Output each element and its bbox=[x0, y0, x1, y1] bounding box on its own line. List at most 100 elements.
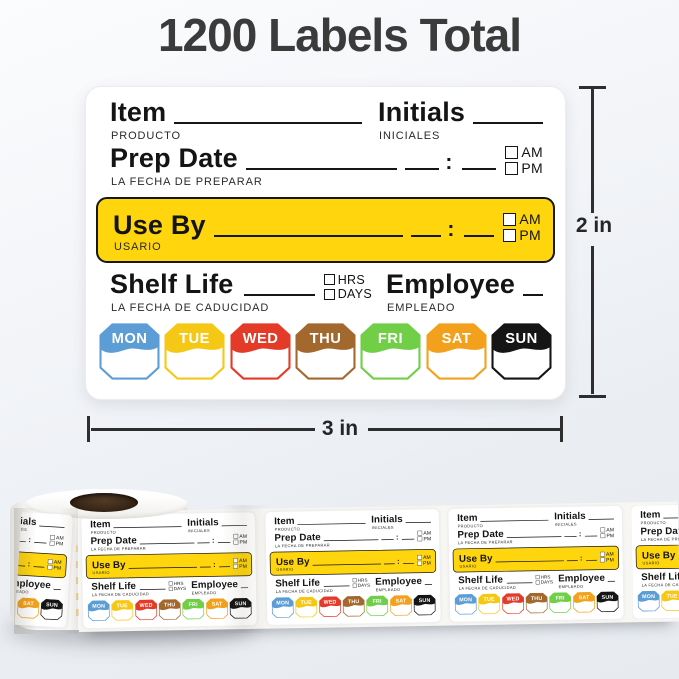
pm-label: PM bbox=[606, 532, 615, 539]
use-by-colon: : bbox=[447, 218, 455, 242]
use-by-minute-line bbox=[464, 225, 495, 237]
initials-field: Initials INICIALES bbox=[187, 517, 248, 534]
dim-height-cap-top bbox=[579, 86, 606, 89]
main-label-display: Item PRODUCTO Initials INICIALES Prep Da… bbox=[85, 86, 566, 400]
minute-write-line bbox=[402, 535, 415, 540]
initials-field: Initials INICIALES bbox=[554, 510, 614, 527]
svg-text:SUN: SUN bbox=[419, 598, 431, 604]
dim-height-cap-bottom bbox=[579, 395, 606, 398]
day-tab-sun: SUN bbox=[491, 323, 552, 380]
use-by-write-line bbox=[213, 225, 404, 237]
pm-checkbox bbox=[600, 533, 606, 538]
prep-date-write-line bbox=[139, 539, 195, 545]
time-colon: : bbox=[211, 536, 215, 545]
day-tab-thu: THU bbox=[342, 596, 365, 617]
use-by-minute-line bbox=[586, 556, 598, 561]
prep-date-label: Prep Date bbox=[274, 531, 321, 544]
svg-text:TUE: TUE bbox=[179, 331, 210, 347]
pm-label: PM bbox=[521, 160, 543, 176]
day-tab-fri: FRI bbox=[182, 598, 205, 620]
employee-field: Employee EMPLEADO bbox=[386, 270, 543, 314]
svg-text:THU: THU bbox=[164, 602, 176, 608]
am-checkbox bbox=[505, 145, 519, 159]
use-by-write-line bbox=[495, 556, 565, 563]
item-initials-row: Item PRODUCTO Initials INICIALES bbox=[110, 97, 543, 142]
day-tab-mon: MON bbox=[87, 600, 110, 622]
svg-text:SAT: SAT bbox=[441, 331, 471, 347]
shelf-employee-row: Shelf Life HRS DAYS LA FECHA DE CADUCIDA… bbox=[275, 575, 433, 594]
item-write-line bbox=[663, 512, 679, 519]
shelf-life-field: Shelf Life HRS DAYS LA FECHA DE CADUCIDA… bbox=[91, 580, 186, 597]
employee-field: Employee EMPLEADO bbox=[558, 572, 616, 589]
hour-write-line bbox=[197, 538, 210, 544]
day-tab-tue: TUE bbox=[164, 323, 225, 380]
roll-core-hole bbox=[70, 493, 138, 512]
svg-text:SUN: SUN bbox=[505, 331, 538, 347]
hrs-checkbox bbox=[323, 274, 335, 286]
use-by-highlight: Use By : AM PM USARIO bbox=[85, 552, 253, 579]
pm-label: PM bbox=[519, 227, 541, 243]
employee-label: Employee bbox=[191, 578, 239, 591]
day-tab-wed: WED bbox=[502, 593, 524, 614]
day-tab-sat: SAT bbox=[206, 598, 228, 619]
day-tab-tue: TUE bbox=[661, 590, 679, 612]
day-tab-thu: THU bbox=[158, 599, 181, 620]
day-tab-sat: SAT bbox=[16, 597, 40, 619]
svg-text:TUE: TUE bbox=[484, 597, 496, 603]
initials-sublabel: INICIALES bbox=[554, 522, 577, 527]
am-label: AM bbox=[423, 529, 432, 536]
shelf-life-sublabel: LA FECHA DE CADUCIDAD bbox=[275, 588, 334, 594]
use-by-ampm-checkboxes: AM PM bbox=[417, 554, 431, 566]
initials-field: Initials INICIALES bbox=[378, 97, 543, 142]
am-label: AM bbox=[422, 554, 431, 561]
am-label: AM bbox=[239, 533, 248, 539]
item-field: Item PRODUCTO bbox=[640, 508, 679, 525]
prep-date-field: Prep Date : AM PM LA FECHA DE PREPARAR bbox=[640, 524, 679, 542]
day-tab-sat: SAT bbox=[426, 323, 487, 380]
am-checkbox bbox=[47, 558, 53, 564]
hour-write-line bbox=[564, 532, 577, 537]
svg-text:WED: WED bbox=[323, 600, 336, 606]
shelf-life-sublabel: LA FECHA DE CADUCIDAD bbox=[111, 301, 270, 314]
day-tab-fri: FRI bbox=[360, 323, 421, 380]
use-by-minute-line bbox=[403, 559, 415, 564]
initials-field: Initials INICIALES bbox=[15, 514, 66, 534]
item-label: Item bbox=[457, 512, 478, 524]
shelf-life-label: Shelf Life bbox=[641, 570, 679, 583]
am-label: AM bbox=[605, 550, 614, 557]
day-tab-sun: SUN bbox=[229, 597, 252, 619]
time-colon: : bbox=[578, 529, 582, 539]
initials-write-line bbox=[588, 514, 614, 520]
am-checkbox bbox=[233, 557, 239, 563]
ampm-checkboxes: AM PM bbox=[600, 527, 614, 538]
use-by-ampm-checkboxes: AM PM bbox=[503, 212, 541, 242]
dim-width-text: 3 in bbox=[321, 417, 359, 440]
use-by-ampm-checkboxes: AM PM bbox=[233, 557, 247, 569]
day-tab-mon: MON bbox=[99, 323, 160, 380]
employee-label: Employee bbox=[14, 576, 52, 591]
initials-sublabel: INICIALES bbox=[187, 528, 210, 534]
ampm-checkboxes: AM PM bbox=[49, 535, 64, 547]
employee-write-line bbox=[240, 583, 249, 589]
shelf-life-write-line bbox=[506, 578, 533, 584]
food-rotation-label: Item PRODUCTO Initials INICIALES Prep Da… bbox=[14, 511, 74, 629]
day-tab-thu: THU bbox=[525, 592, 548, 614]
page-title: 1200 Labels Total bbox=[157, 9, 522, 61]
svg-text:TUE: TUE bbox=[117, 603, 129, 609]
svg-text:FRI: FRI bbox=[373, 599, 383, 605]
food-rotation-label: Item PRODUCTO Initials INICIALES Prep Da… bbox=[264, 508, 442, 626]
hour-write-line bbox=[381, 535, 394, 541]
use-by-label: Use By bbox=[91, 559, 126, 571]
initials-label: Initials bbox=[378, 97, 466, 127]
food-rotation-label: Item PRODUCTO Initials INICIALES Prep Da… bbox=[447, 505, 625, 623]
prep-date-field: Prep Date : AM PM LA FECHA DE PREPARAR bbox=[274, 529, 432, 549]
days-checkbox bbox=[168, 586, 173, 591]
employee-sublabel: EMPLEADO bbox=[191, 590, 217, 596]
initials-sublabel: INICIALES bbox=[379, 129, 441, 142]
am-label: AM bbox=[606, 526, 615, 533]
item-label: Item bbox=[274, 515, 295, 527]
shelf-life-sublabel: LA FECHA DE CADUCIDAD bbox=[641, 582, 679, 588]
use-by-hour-line bbox=[411, 225, 442, 237]
